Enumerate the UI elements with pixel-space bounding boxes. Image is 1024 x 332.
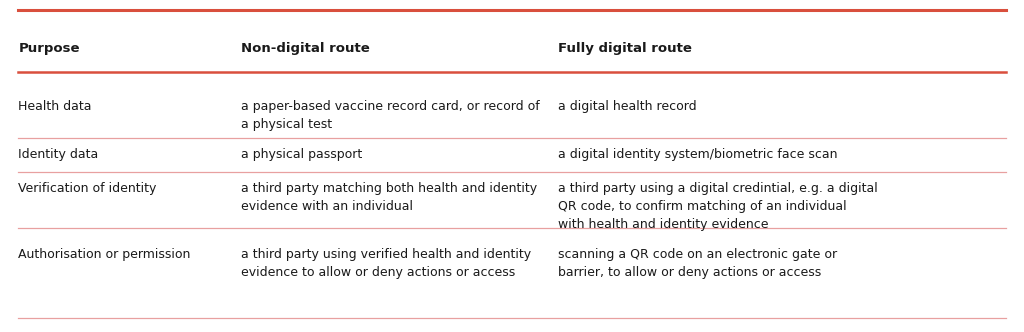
Text: a third party matching both health and identity
evidence with an individual: a third party matching both health and i… — [241, 182, 537, 213]
Text: a digital health record: a digital health record — [558, 100, 696, 113]
Text: Non-digital route: Non-digital route — [241, 42, 370, 55]
Text: Identity data: Identity data — [18, 148, 98, 161]
Text: Purpose: Purpose — [18, 42, 80, 55]
Text: Fully digital route: Fully digital route — [558, 42, 692, 55]
Text: a third party using verified health and identity
evidence to allow or deny actio: a third party using verified health and … — [241, 248, 530, 279]
Text: a digital identity system/biometric face scan: a digital identity system/biometric face… — [558, 148, 838, 161]
Text: Authorisation or permission: Authorisation or permission — [18, 248, 190, 261]
Text: a paper-based vaccine record card, or record of
a physical test: a paper-based vaccine record card, or re… — [241, 100, 540, 131]
Text: a third party using a digital credintial, e.g. a digital
QR code, to confirm mat: a third party using a digital credintial… — [558, 182, 878, 231]
Text: a physical passport: a physical passport — [241, 148, 361, 161]
Text: Verification of identity: Verification of identity — [18, 182, 157, 195]
Text: scanning a QR code on an electronic gate or
barrier, to allow or deny actions or: scanning a QR code on an electronic gate… — [558, 248, 838, 279]
Text: Health data: Health data — [18, 100, 92, 113]
